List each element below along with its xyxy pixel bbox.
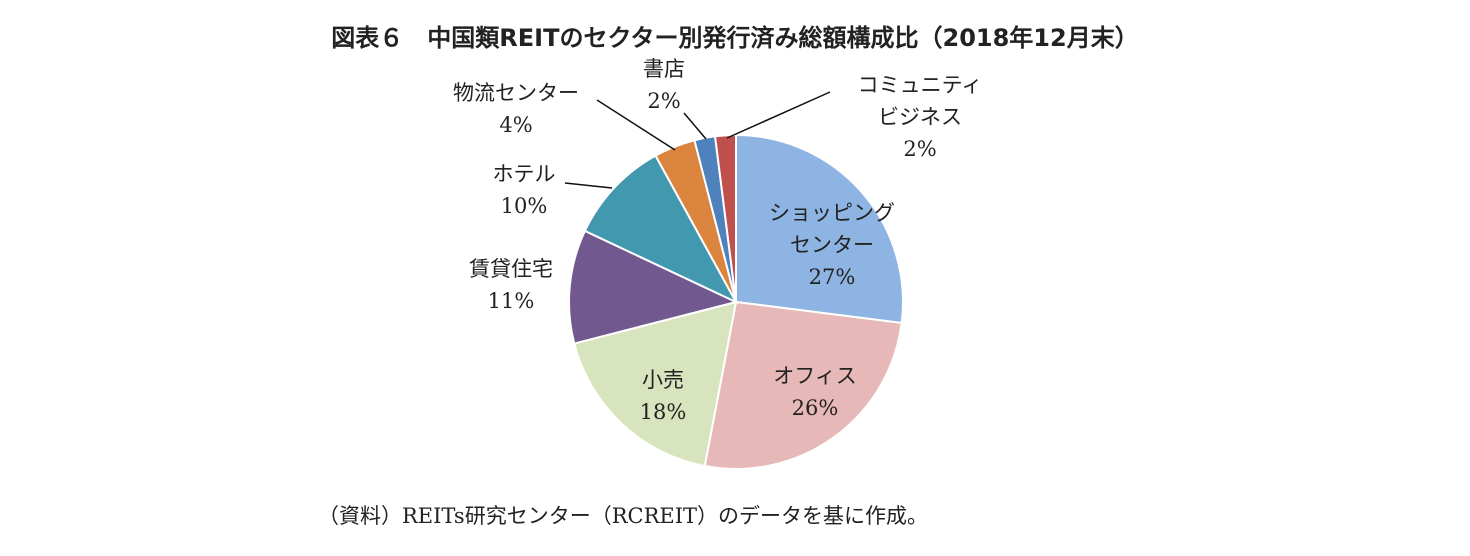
slice-name: センター [790,233,874,257]
leader-line [726,91,831,139]
slice-name: 小売 [642,368,684,392]
slice-name: 賃貸住宅 [469,257,553,281]
slice-percent: 10% [501,194,548,218]
slice-percent: 4% [499,113,532,137]
leader-line [596,99,676,151]
slice-label: ホテル 10% [493,162,556,218]
slice-label: 小売 18% [640,368,687,424]
slice-name: ホテル [493,162,556,186]
pie-slice [735,133,904,325]
slice-name: 物流センター [453,81,579,105]
slice-percent: 27% [809,265,856,289]
chart-title: 図表６ 中国類REITのセクター別発行済み総額構成比（2018年12月末） [331,24,1139,52]
leader-line [564,182,613,189]
pie-slice [583,154,739,305]
pie-slice [713,133,737,303]
slice-percent: 2% [647,89,680,113]
slice-name: 書店 [643,57,685,81]
slice-label: 物流センター 4% [453,81,579,137]
slice-name: ビジネス [878,105,962,129]
slice-name: コミュニティ [858,73,983,97]
pie-slice [568,229,739,345]
slice-percent: 18% [640,400,687,424]
slice-percent: 11% [488,289,535,313]
pie-slice [703,300,903,470]
slice-name: オフィス [773,364,857,388]
pie-slice [573,300,738,468]
leader-line [683,112,707,140]
slice-percent: 26% [792,396,839,420]
slice-name: ショッピング [769,201,895,225]
slice-percent: 2% [903,137,936,161]
source-note: （資料）REITs研究センター（RCREIT）のデータを基に作成。 [318,504,929,528]
slice-label: オフィス 26% [773,364,857,420]
slice-label: 賃貸住宅 11% [469,257,553,313]
slice-label: 書店 2% [643,57,685,113]
